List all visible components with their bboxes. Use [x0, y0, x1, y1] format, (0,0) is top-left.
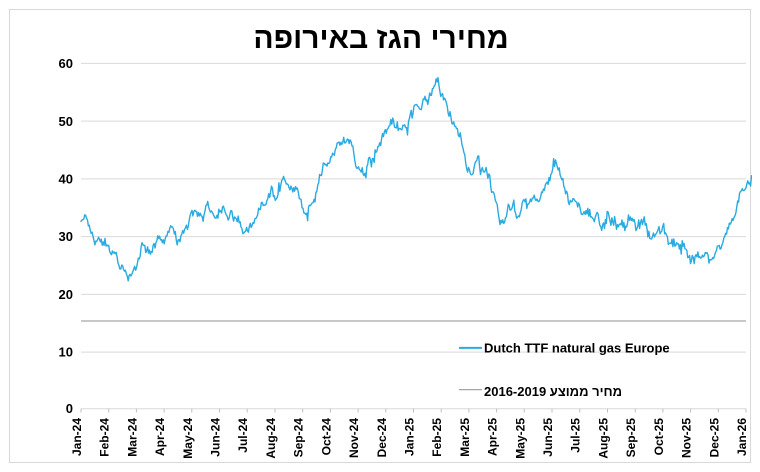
svg-text:Jan-25: Jan-25: [403, 418, 417, 456]
svg-text:Jan-26: Jan-26: [735, 418, 749, 456]
svg-text:Jan-24: Jan-24: [70, 418, 84, 456]
svg-text:Mar-25: Mar-25: [458, 418, 472, 457]
svg-text:Jun-24: Jun-24: [209, 418, 223, 457]
svg-text:Jul-24: Jul-24: [236, 418, 250, 453]
svg-text:10: 10: [59, 345, 73, 360]
svg-text:Dutch TTF natural gas Europe: Dutch TTF natural gas Europe: [484, 341, 670, 356]
svg-text:Mar-24: Mar-24: [125, 418, 139, 457]
svg-text:Jun-25: Jun-25: [541, 418, 555, 457]
svg-text:May-24: May-24: [181, 418, 195, 459]
svg-text:0: 0: [66, 401, 73, 416]
svg-text:Dec-24: Dec-24: [375, 418, 389, 458]
svg-text:Oct-25: Oct-25: [652, 418, 666, 456]
svg-text:40: 40: [59, 172, 73, 187]
svg-text:Dec-25: Dec-25: [707, 418, 721, 458]
svg-text:Jul-25: Jul-25: [569, 418, 583, 453]
svg-text:20: 20: [59, 287, 73, 302]
svg-text:May-25: May-25: [513, 418, 527, 459]
svg-text:Feb-25: Feb-25: [430, 418, 444, 457]
svg-text:50: 50: [59, 114, 73, 129]
svg-text:Sep-24: Sep-24: [292, 418, 306, 458]
svg-text:30: 30: [59, 229, 73, 244]
svg-text:Sep-25: Sep-25: [624, 418, 638, 458]
svg-text:Aug-24: Aug-24: [264, 418, 278, 459]
svg-text:Nov-25: Nov-25: [680, 418, 694, 458]
svg-text:Aug-25: Aug-25: [597, 418, 611, 459]
svg-text:Nov-24: Nov-24: [347, 418, 361, 458]
svg-text:Feb-24: Feb-24: [98, 418, 112, 457]
svg-text:60: 60: [59, 56, 73, 71]
svg-text:Oct-24: Oct-24: [319, 418, 333, 456]
svg-text:Apr-25: Apr-25: [486, 418, 500, 456]
svg-text:Apr-24: Apr-24: [153, 418, 167, 456]
